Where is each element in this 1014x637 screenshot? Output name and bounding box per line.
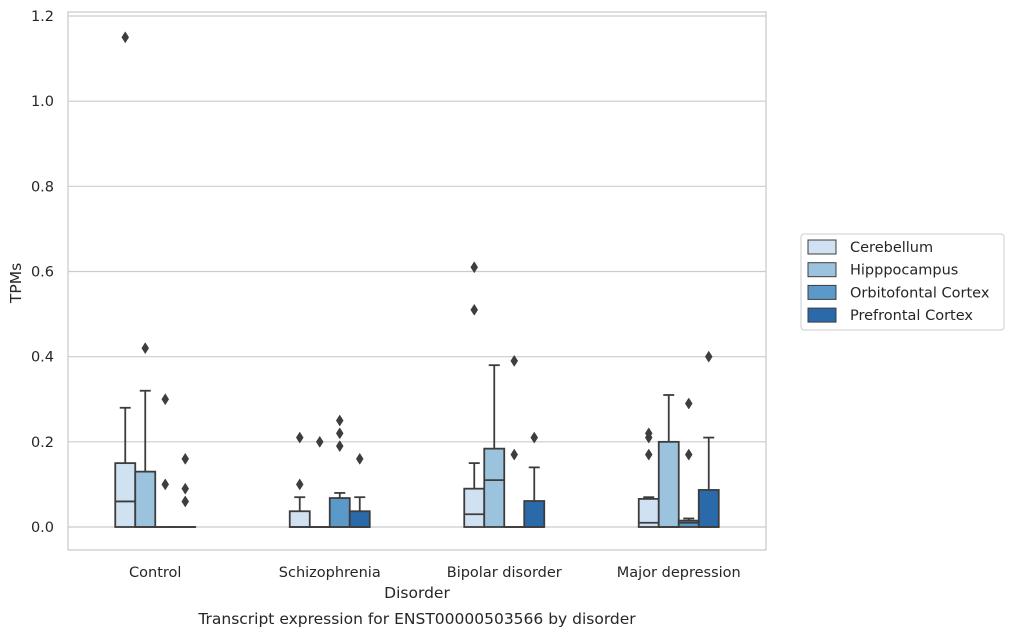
outlier-point (141, 342, 150, 355)
box-body (134, 470, 157, 528)
legend-label: Prefrontal Cortex (850, 308, 973, 324)
legend-label: Hipppocampus (850, 263, 958, 279)
outlier-point (684, 397, 693, 410)
outlier-point (470, 303, 479, 316)
box-body (114, 462, 137, 528)
x-tick-label: Bipolar disorder (447, 565, 562, 581)
chart-caption: Transcript expression for ENST0000050356… (197, 610, 636, 628)
box-2-3 (523, 466, 546, 528)
boxes (114, 364, 720, 528)
outlier-point (181, 495, 190, 508)
outlier-point (684, 448, 693, 461)
outlier-point (295, 431, 304, 444)
box-body (288, 510, 311, 528)
box-body (463, 487, 486, 528)
outlier-point (355, 452, 364, 465)
outlier-point (704, 350, 713, 363)
box-body (677, 519, 700, 528)
box-3-1 (657, 394, 680, 528)
y-tick-label: 0.8 (31, 179, 54, 195)
outlier-point (181, 482, 190, 495)
outlier-point (295, 478, 304, 491)
box-3-2 (677, 517, 700, 528)
outlier-point (315, 435, 324, 448)
grid-lines (68, 15, 766, 528)
y-tick-label: 0.0 (31, 520, 54, 536)
x-axis-label: Disorder (384, 584, 450, 602)
legend-label: Cerebellum (850, 240, 933, 256)
y-tick-label: 1.0 (31, 94, 54, 110)
box-0-1 (134, 389, 157, 528)
box-body (697, 489, 720, 528)
box-2-0 (463, 462, 486, 528)
outlier-point (121, 31, 130, 44)
outlier-point (530, 431, 539, 444)
y-tick-label: 0.6 (31, 265, 54, 281)
x-tick-label: Control (129, 565, 181, 581)
y-axis-label: TPMs (7, 263, 25, 304)
x-tick-label: Major depression (617, 565, 741, 581)
box-0-0 (114, 406, 137, 528)
box-3-3 (697, 436, 720, 528)
outliers (121, 31, 713, 508)
legend-swatch (807, 239, 837, 255)
x-tick-label: Schizophrenia (279, 565, 381, 581)
outlier-point (335, 427, 344, 440)
box-3-0 (637, 496, 660, 528)
legend-swatch (807, 262, 837, 278)
box-1-3 (348, 496, 371, 528)
box-body (483, 447, 506, 528)
legend-frame (800, 233, 1005, 331)
box-body (523, 500, 546, 528)
y-tick-label: 0.2 (31, 435, 54, 451)
legend-swatch (807, 307, 837, 323)
box-body (657, 440, 680, 528)
outlier-point (510, 354, 519, 367)
outlier-point (644, 431, 653, 444)
x-tick-labels: Control Schizophrenia Bipolar disorder Majo… (129, 565, 741, 581)
y-tick-label: 0.4 (31, 350, 54, 366)
outlier-point (335, 414, 344, 427)
box-1-2 (328, 492, 351, 528)
box-1-0 (288, 496, 311, 528)
outlier-point (181, 452, 190, 465)
outlier-point (161, 478, 170, 491)
y-tick-label: 1.2 (31, 9, 54, 25)
outlier-point (644, 448, 653, 461)
box-body (328, 497, 351, 528)
plot-frame (67, 11, 767, 551)
outlier-point (335, 440, 344, 453)
box-body (348, 510, 371, 528)
legend: Cerebellum Hipppocampus Orbitofontal Corte… (800, 233, 1005, 331)
y-tick-labels: 0.0 0.2 0.4 0.6 0.8 1.0 1.2 (31, 9, 54, 536)
outlier-point (161, 393, 170, 406)
legend-label: Orbitofontal Cortex (850, 285, 990, 301)
box-2-1 (483, 364, 506, 528)
outlier-point (510, 448, 519, 461)
legend-swatch (807, 284, 837, 300)
outlier-point (470, 261, 479, 274)
